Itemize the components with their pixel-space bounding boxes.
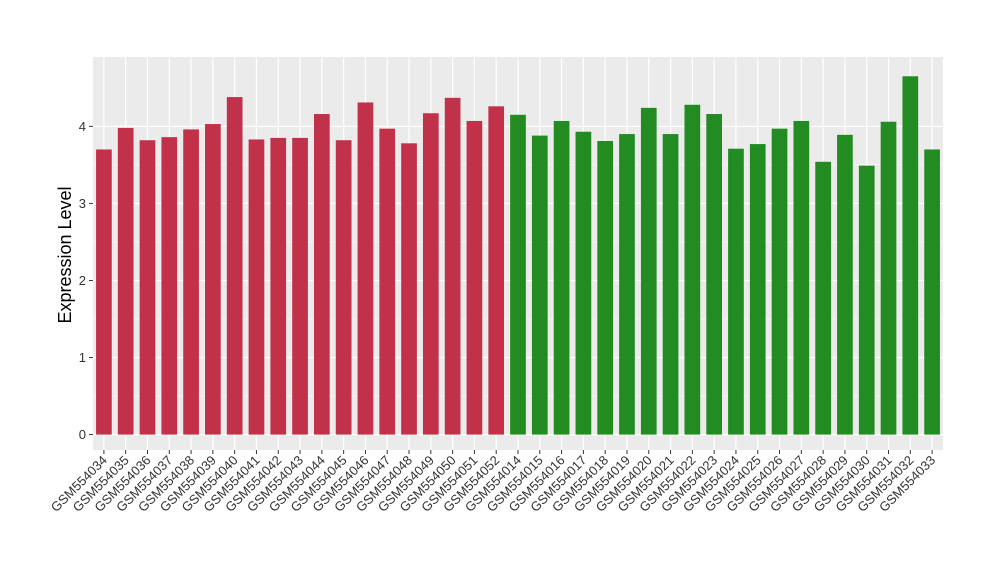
- bar-GSM554042: [270, 137, 287, 435]
- bar-GSM554047: [379, 128, 396, 435]
- bar-GSM554030: [858, 165, 875, 435]
- bar-GSM554038: [183, 129, 199, 435]
- bar-GSM554050: [444, 97, 461, 435]
- y-axis: 0 1 2 3 4: [79, 119, 93, 442]
- bar-GSM554021: [662, 134, 679, 435]
- bar-GSM554025: [749, 144, 766, 435]
- bar-GSM554051: [466, 120, 483, 435]
- bar-GSM554046: [357, 102, 374, 435]
- bar-GSM554017: [575, 131, 592, 435]
- bar-GSM554014: [510, 114, 526, 435]
- bar-GSM554020: [640, 107, 657, 435]
- y-tick-label: 0: [79, 427, 86, 442]
- bar-GSM554044: [314, 114, 330, 435]
- bar-GSM554023: [706, 114, 722, 435]
- bar-GSM554039: [205, 124, 221, 435]
- bar-GSM554027: [793, 120, 810, 435]
- bar-GSM554016: [553, 120, 570, 435]
- bar-GSM554043: [292, 137, 308, 435]
- bar-GSM554026: [771, 128, 788, 435]
- bar-GSM554015: [531, 135, 548, 435]
- bar-GSM554041: [248, 139, 265, 435]
- y-tick-label: 2: [79, 273, 86, 288]
- bar-GSM554052: [488, 106, 505, 435]
- y-tick-label: 1: [79, 350, 86, 365]
- bar-GSM554019: [619, 134, 635, 435]
- bar-GSM554024: [728, 148, 744, 435]
- bar-GSM554035: [117, 127, 134, 435]
- bar-GSM554045: [335, 140, 352, 435]
- y-tick-label: 4: [79, 119, 86, 134]
- bar-GSM554049: [422, 113, 439, 435]
- bar-GSM554018: [597, 140, 614, 435]
- bar-GSM554040: [226, 97, 243, 435]
- y-tick-label: 3: [79, 196, 86, 211]
- bar-GSM554036: [139, 140, 156, 435]
- bar-GSM554048: [401, 143, 417, 435]
- x-axis: GSM554034GSM554035GSM554036GSM554037GSM5…: [48, 450, 938, 515]
- bars: [96, 76, 940, 435]
- bar-GSM554022: [684, 104, 701, 435]
- bar-GSM554032: [902, 76, 919, 435]
- bar-GSM554037: [161, 137, 178, 435]
- bar-GSM554033: [924, 149, 940, 435]
- y-axis-title: Expression Level: [55, 186, 75, 323]
- bar-GSM554034: [96, 149, 112, 435]
- bar-GSM554029: [837, 134, 853, 435]
- bar-GSM554028: [815, 161, 831, 435]
- bar-GSM554031: [880, 121, 897, 435]
